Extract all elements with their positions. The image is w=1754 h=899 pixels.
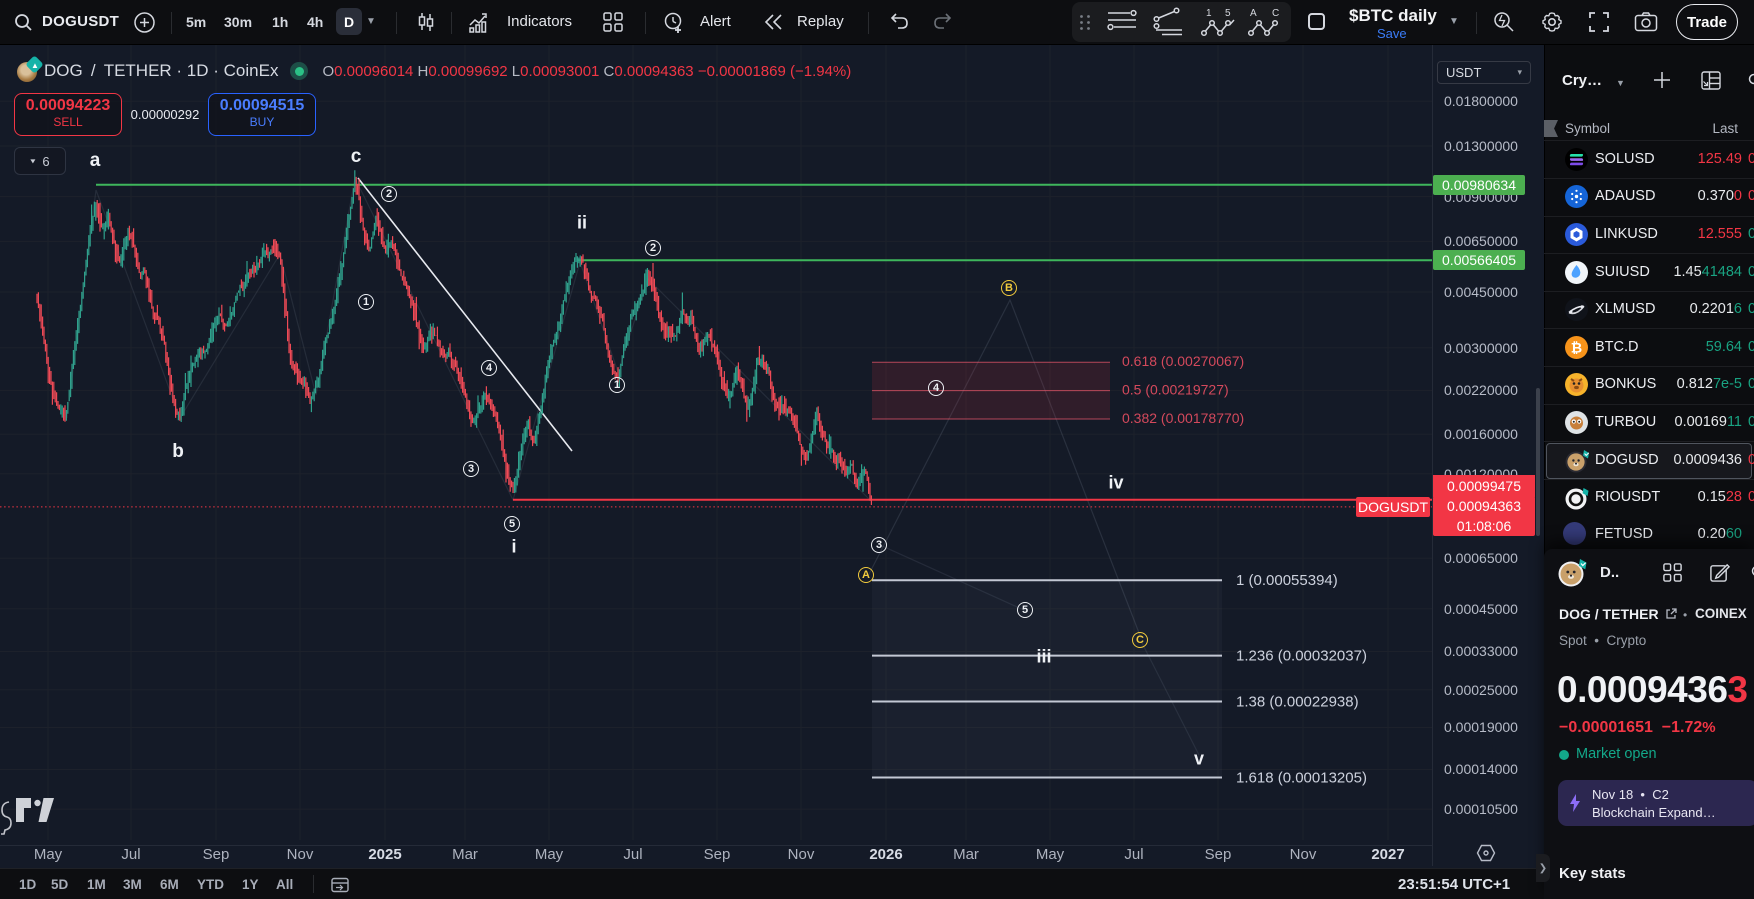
svg-text:1.618 (0.00013205): 1.618 (0.00013205) bbox=[1236, 770, 1367, 787]
svg-text:₿: ₿ bbox=[1571, 340, 1582, 356]
svg-text:1 (0.00055394): 1 (0.00055394) bbox=[1236, 572, 1338, 589]
svg-text:1.236 (0.00032037): 1.236 (0.00032037) bbox=[1236, 648, 1367, 665]
svg-text:C: C bbox=[1272, 8, 1279, 19]
svg-text:1.38 (0.00022938): 1.38 (0.00022938) bbox=[1236, 694, 1359, 711]
svg-text:A: A bbox=[1250, 8, 1257, 19]
svg-text:5: 5 bbox=[1225, 8, 1231, 19]
svg-text:0.382 (0.00178770): 0.382 (0.00178770) bbox=[1122, 410, 1244, 426]
svg-text:1: 1 bbox=[1206, 8, 1212, 19]
svg-text:0.618 (0.00270067): 0.618 (0.00270067) bbox=[1122, 353, 1244, 369]
svg-text:0.5 (0.00219727): 0.5 (0.00219727) bbox=[1122, 382, 1229, 398]
